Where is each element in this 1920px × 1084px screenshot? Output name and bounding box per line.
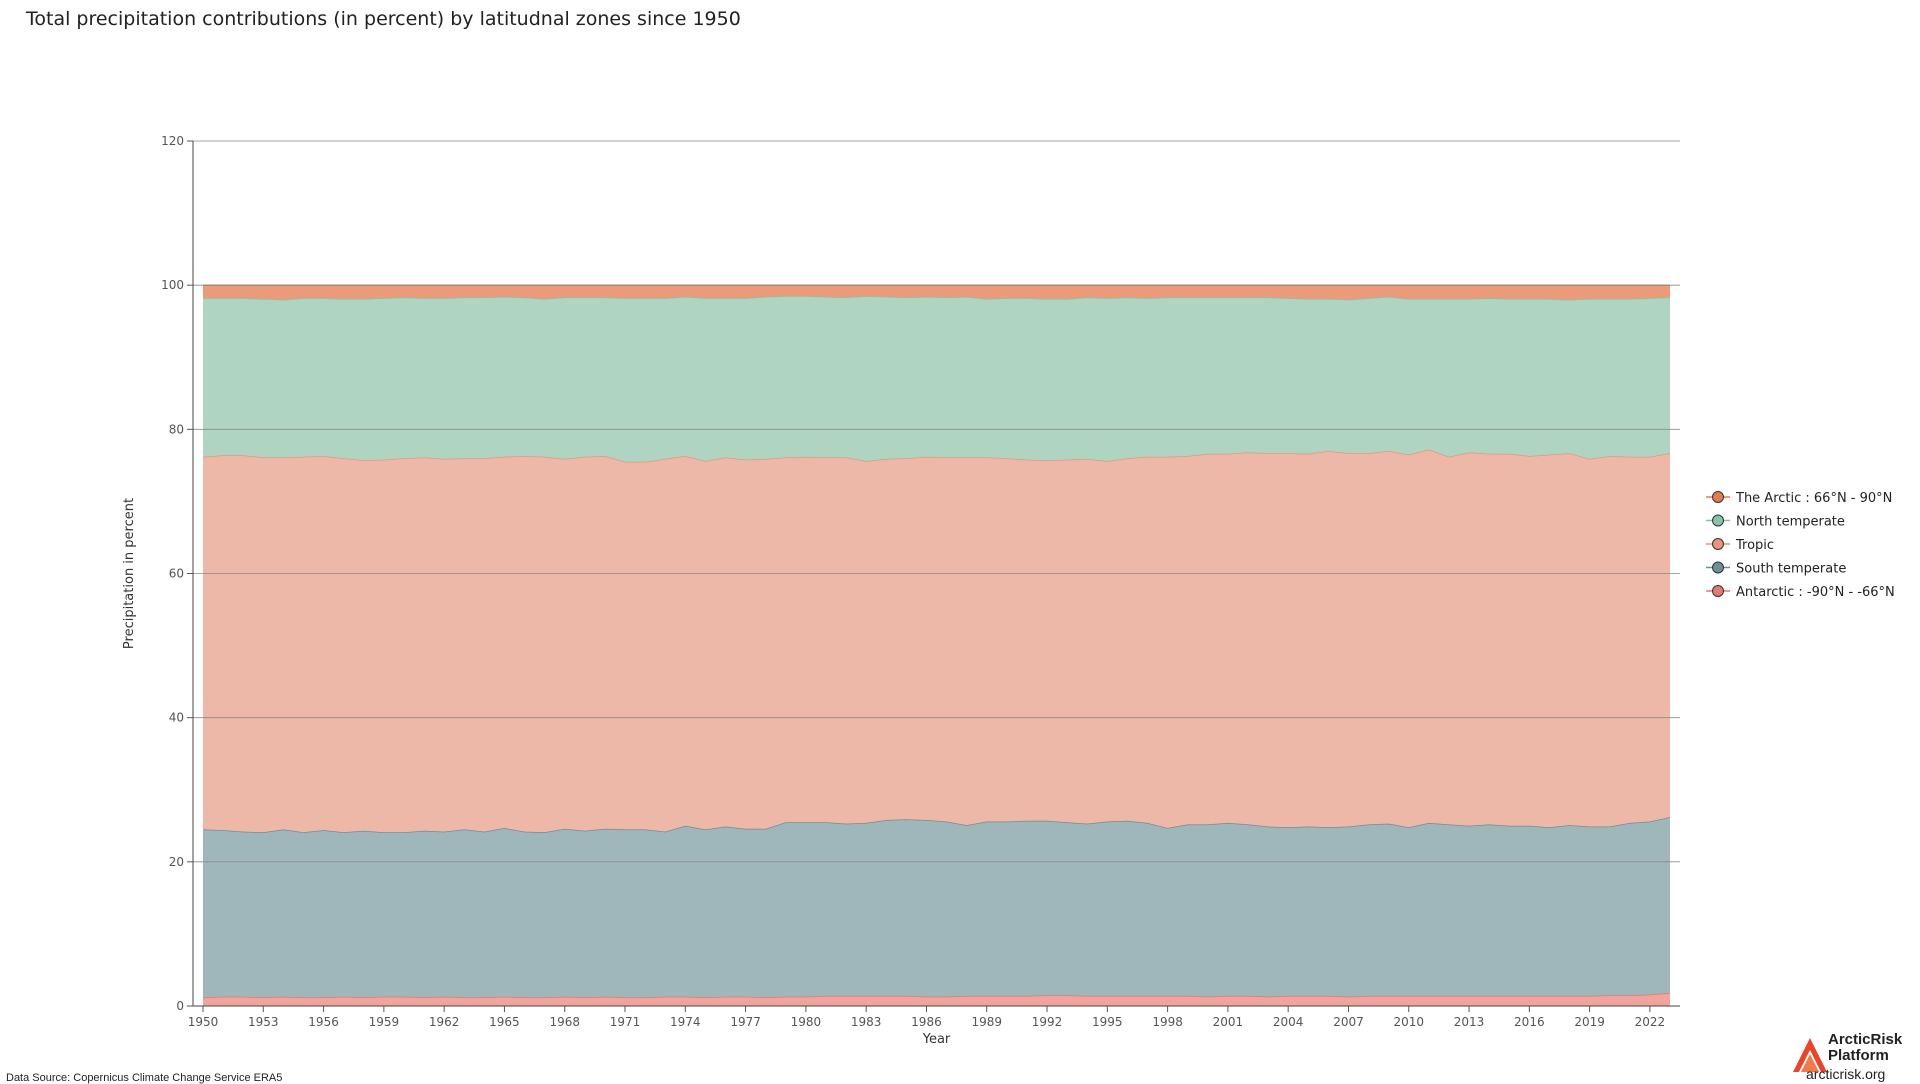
brand-name-line1: ArcticRisk <box>1828 1031 1903 1048</box>
x-tick-label: 1989 <box>971 1015 1002 1029</box>
chart-areas <box>202 284 1671 1006</box>
legend-marker <box>1712 514 1724 527</box>
chart-title: Total precipitation contributions (in pe… <box>26 8 741 30</box>
y-tick-label: 80 <box>169 422 184 436</box>
legend-item-south-temperate[interactable]: South temperate <box>1706 561 1846 577</box>
legend-marker <box>1712 561 1724 574</box>
y-tick-label: 100 <box>161 278 184 292</box>
legend-item-tropic[interactable]: Tropic <box>1706 538 1774 553</box>
x-tick-label: 1992 <box>1032 1015 1063 1029</box>
chart-gridlines <box>193 140 1680 863</box>
legend-item-north-temperate[interactable]: North temperate <box>1706 514 1845 530</box>
legend-label: Tropic <box>1735 538 1774 553</box>
legend-label: South temperate <box>1736 562 1846 577</box>
y-axis-ticks: 0 20 40 60 80 100 120 <box>161 134 193 1013</box>
x-tick-label: 2016 <box>1514 1015 1545 1029</box>
y-axis-title: Precipitation in percent <box>122 498 137 649</box>
x-tick-label: 1980 <box>791 1015 822 1029</box>
x-tick-label: 2013 <box>1454 1015 1485 1029</box>
x-tick-label: 1953 <box>248 1015 279 1029</box>
area-tropic <box>203 449 1670 833</box>
x-tick-label: 1950 <box>188 1015 219 1029</box>
brand-url: arcticrisk.org <box>1806 1066 1886 1082</box>
x-tick-label: 2007 <box>1333 1015 1364 1029</box>
chart-legend: The Arctic : 66°N - 90°N North temperate T… <box>1706 491 1895 600</box>
area-the-arctic-66-n-90-n <box>203 285 1670 300</box>
x-tick-label: 1983 <box>851 1015 882 1029</box>
x-tick-label: 1998 <box>1152 1015 1183 1029</box>
x-tick-label: 2001 <box>1213 1015 1244 1029</box>
x-tick-label: 2022 <box>1635 1015 1666 1029</box>
y-tick-label: 0 <box>176 999 184 1013</box>
legend-marker <box>1712 491 1724 503</box>
x-tick-label: 1995 <box>1092 1015 1123 1029</box>
logo-icon <box>1793 1038 1827 1072</box>
brand-name: ArcticRisk Platform <box>1828 1032 1902 1064</box>
x-tick-label: 1959 <box>369 1015 400 1029</box>
legend-item-the-arctic-66-n-90-n[interactable]: The Arctic : 66°N - 90°N <box>1706 491 1892 506</box>
x-tick-label: 1956 <box>308 1015 339 1029</box>
y-tick-label: 40 <box>169 711 184 725</box>
y-tick-label: 20 <box>169 855 184 869</box>
x-tick-label: 2019 <box>1574 1015 1605 1029</box>
brand-name-line2: Platform <box>1828 1047 1889 1064</box>
y-tick-label: 60 <box>169 567 184 581</box>
x-tick-label: 1986 <box>911 1015 942 1029</box>
x-tick-label: 1971 <box>610 1015 641 1029</box>
x-tick-label: 2004 <box>1273 1015 1304 1029</box>
legend-marker <box>1712 585 1724 597</box>
legend-item-antarctic-90-n-66-n[interactable]: Antarctic : -90°N - -66°N <box>1706 585 1895 600</box>
x-axis-ticks: 1950 1953 1956 1959 1962 1965 1968 1971 1974 1977… <box>188 1006 1665 1029</box>
y-tick-label: 120 <box>161 134 184 148</box>
x-tick-label: 1965 <box>489 1015 520 1029</box>
legend-marker <box>1712 538 1724 550</box>
legend-label: Antarctic : -90°N - -66°N <box>1736 585 1895 600</box>
x-tick-label: 1968 <box>549 1015 580 1029</box>
brand-logo <box>1793 1038 1827 1072</box>
x-tick-label: 1974 <box>670 1015 701 1029</box>
data-source-note: Data Source: Copernicus Climate Change S… <box>6 1072 283 1084</box>
area-north-temperate <box>203 296 1670 462</box>
x-tick-label: 1977 <box>730 1015 761 1029</box>
x-tick-label: 1962 <box>429 1015 460 1029</box>
area-south-temperate <box>203 817 1670 998</box>
x-tick-label: 2010 <box>1393 1015 1424 1029</box>
legend-label: The Arctic : 66°N - 90°N <box>1735 491 1892 506</box>
legend-label: North temperate <box>1736 515 1845 530</box>
x-axis-title: Year <box>922 1032 951 1047</box>
